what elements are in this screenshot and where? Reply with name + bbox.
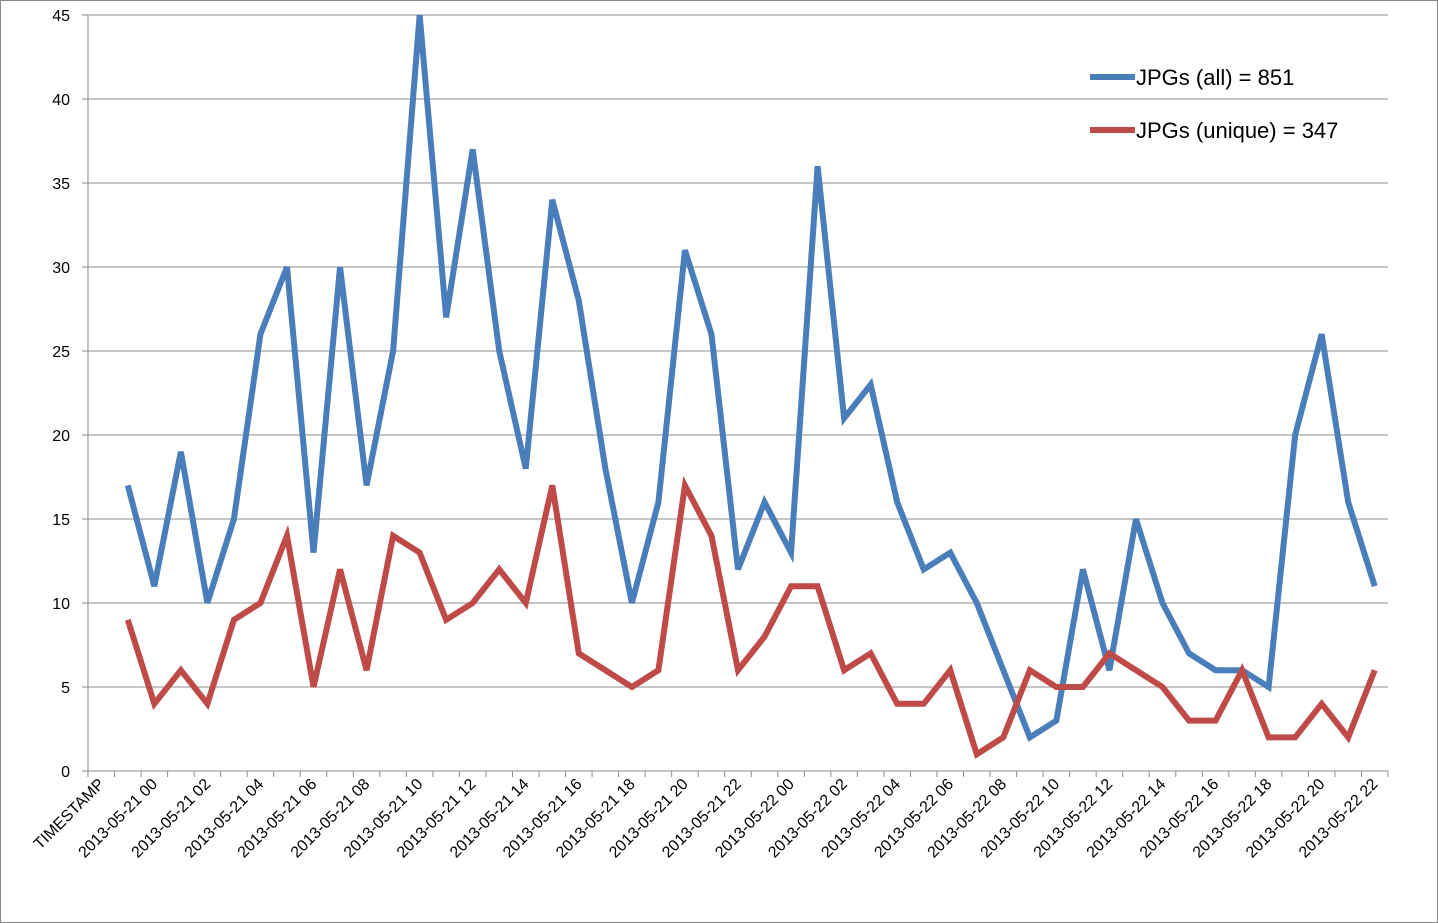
y-tick-label: 30 [52, 260, 70, 277]
y-tick-label: 25 [52, 344, 70, 361]
series-line [124, 475, 1378, 759]
y-tick-label: 45 [52, 8, 70, 25]
x-tick-marks [87, 771, 1389, 777]
legend-label: JPGs (unique) = 347 [1136, 118, 1338, 143]
y-tick-label: 40 [52, 92, 70, 109]
y-tick-label: 35 [52, 176, 70, 193]
series-line [124, 14, 1378, 742]
y-tick-label: 20 [52, 428, 70, 445]
y-tick-label: 15 [52, 512, 70, 529]
y-tick-label: 5 [61, 680, 70, 697]
legend-label: JPGs (all) = 851 [1136, 65, 1294, 90]
y-tick-label: 10 [52, 596, 70, 613]
y-tick-label: 0 [61, 764, 70, 781]
